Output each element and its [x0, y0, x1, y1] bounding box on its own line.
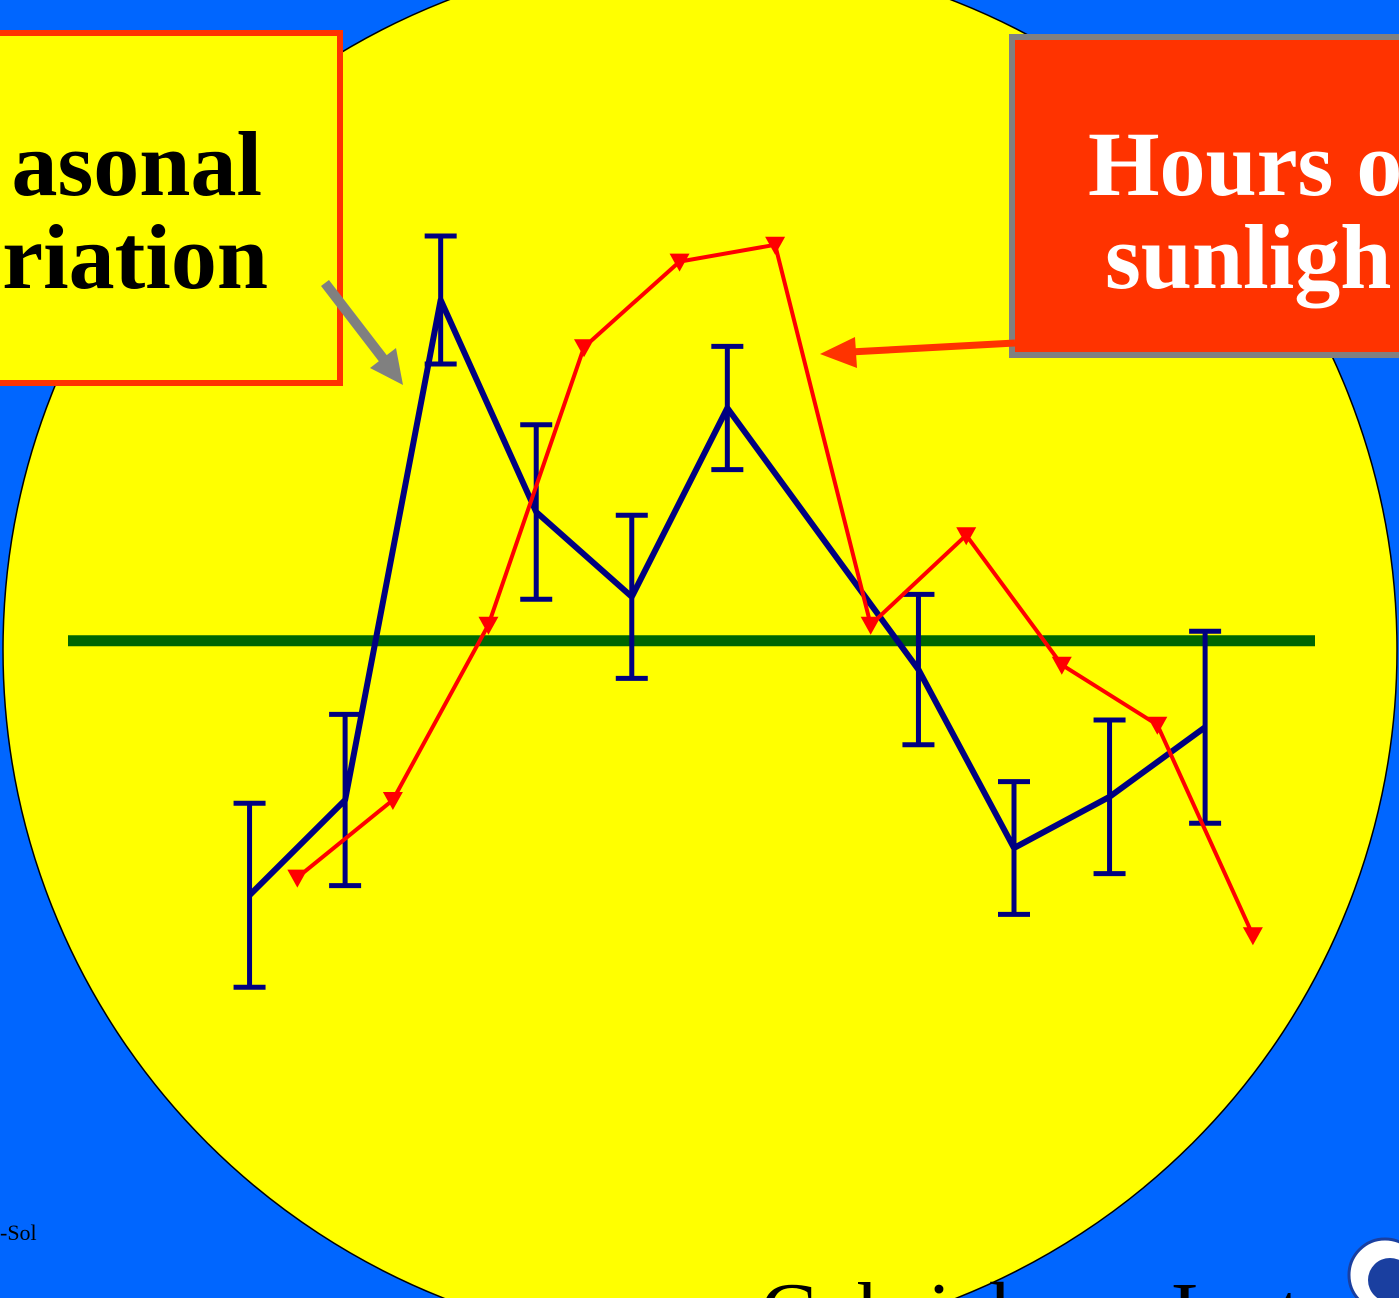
arrow-head: [820, 337, 857, 368]
marker: [382, 792, 403, 810]
marker: [478, 616, 499, 635]
callout-box: [1009, 34, 1399, 358]
marker: [287, 869, 308, 888]
marker: [574, 339, 594, 358]
callout-box: [0, 30, 343, 386]
footer: -Sol: [0, 1220, 37, 1245]
series-line: [247, 297, 1207, 898]
marker: [765, 236, 786, 255]
callout-text: Hours o: [1088, 113, 1399, 215]
callout-text: sunligh: [1105, 206, 1391, 308]
logo-core: [1368, 1258, 1399, 1298]
marker: [860, 616, 881, 635]
callout-text: riation: [2, 206, 268, 308]
callout-text: asonal: [11, 113, 262, 215]
marker: [1242, 927, 1263, 946]
callout-arrow: [321, 279, 392, 369]
plot: [68, 233, 1315, 990]
marker: [669, 253, 690, 272]
callout-arrow: [849, 339, 1016, 356]
marker: [956, 527, 977, 546]
arrow-head: [370, 348, 403, 385]
marker: [1051, 656, 1072, 675]
marker: [1147, 716, 1168, 735]
logo: [1347, 1237, 1399, 1298]
citation: Gabrielson, I. et al 1994: [760, 1266, 1399, 1298]
